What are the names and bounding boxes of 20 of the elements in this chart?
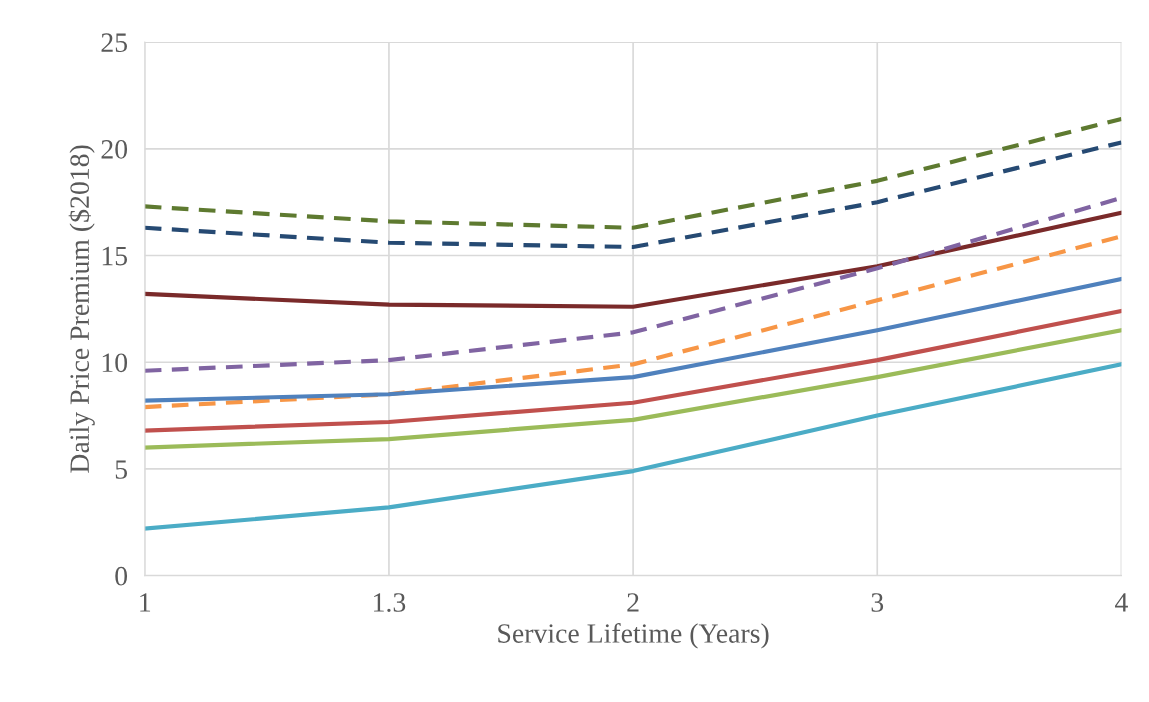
x-tick-label: 4	[1115, 593, 1128, 612]
line-series	[144, 140, 1122, 250]
line-series	[144, 308, 1122, 433]
x-tick-label: 1	[140, 593, 151, 612]
y-tick-label: 15	[102, 246, 128, 266]
y-axis-title: Daily Price Premium ($2018)	[68, 145, 95, 473]
y-tick-label: 0	[115, 566, 128, 586]
y-tick-label: 5	[115, 460, 128, 479]
y-tick-label: 25	[101, 33, 128, 53]
x-tick-label: 1.3	[374, 593, 406, 612]
line-series	[144, 328, 1122, 450]
x-tick-label: 2	[627, 593, 639, 612]
line-series	[144, 210, 1122, 309]
line-series	[144, 362, 1122, 531]
line-series	[144, 116, 1122, 230]
x-tick-label: 3	[871, 593, 884, 612]
x-axis-title: Service Lifetime (Years)	[498, 623, 769, 649]
y-tick-label: 10	[102, 353, 128, 373]
line-series	[144, 276, 1122, 403]
y-tick-label: 20	[101, 139, 128, 159]
